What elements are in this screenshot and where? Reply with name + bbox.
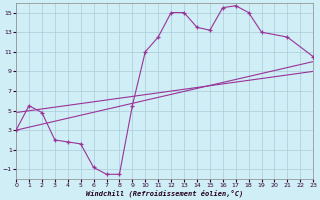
X-axis label: Windchill (Refroidissement éolien,°C): Windchill (Refroidissement éolien,°C) xyxy=(86,190,243,197)
